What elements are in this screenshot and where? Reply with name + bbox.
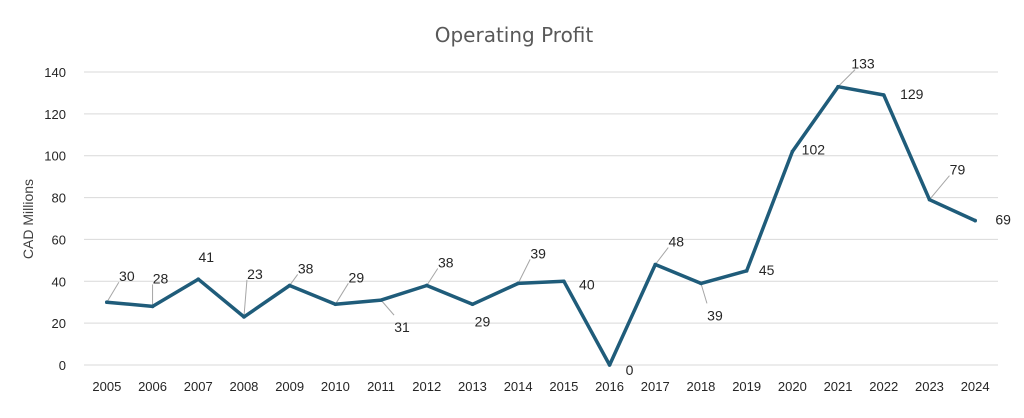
x-tick-label: 2014: [504, 379, 533, 394]
x-axis-ticks: 2005 2006 2007 2008 2009 2010 2011 2012 2013 2014…: [92, 379, 989, 394]
x-tick-label: 2015: [549, 379, 578, 394]
leader-line: [426, 268, 439, 286]
data-label: 29: [349, 269, 365, 285]
data-point: [881, 93, 886, 97]
data-point: [379, 298, 383, 302]
y-tick-label: 120: [44, 107, 66, 122]
series-layer: [105, 84, 977, 367]
x-tick-label: 2022: [869, 379, 898, 394]
data-label: 28: [153, 270, 169, 286]
data-label: 29: [475, 313, 491, 329]
data-label: 102: [802, 142, 826, 158]
chart-title: Operating Profit: [435, 23, 594, 47]
leader-line: [289, 274, 299, 286]
y-tick-label: 0: [59, 358, 66, 373]
data-point: [287, 283, 292, 288]
data-point: [150, 304, 155, 309]
leader-line: [243, 279, 248, 317]
data-point: [516, 281, 520, 286]
x-tick-label: 2024: [961, 379, 990, 394]
data-point: [653, 262, 658, 267]
data-point: [790, 149, 795, 154]
data-label: 129: [900, 86, 924, 102]
x-tick-label: 2010: [321, 379, 350, 394]
data-label: 31: [394, 319, 410, 335]
x-tick-label: 2021: [824, 379, 853, 394]
data-label: 39: [530, 245, 546, 261]
x-tick-label: 2017: [641, 379, 670, 394]
data-label: 133: [851, 56, 875, 72]
gridlines: [84, 71, 998, 366]
data-label: 40: [579, 276, 595, 292]
y-tick-label: 80: [52, 191, 66, 206]
y-axis-ticks: 0 20 40 60 80 100 120 140: [44, 65, 66, 373]
series-line: [105, 84, 977, 367]
x-tick-label: 2023: [915, 379, 944, 394]
data-point: [699, 281, 703, 286]
x-tick-label: 2008: [229, 379, 258, 394]
data-label: 0: [626, 362, 634, 378]
data-label: 39: [707, 307, 723, 323]
x-tick-label: 2007: [184, 379, 213, 394]
data-point: [927, 197, 932, 202]
data-label: 38: [438, 254, 454, 270]
y-tick-label: 140: [44, 65, 66, 80]
leader-line: [700, 283, 708, 304]
data-point: [607, 363, 612, 367]
y-axis-label: CAD Millions: [20, 179, 36, 259]
data-label: 69: [995, 212, 1011, 228]
data-point: [562, 279, 566, 284]
x-tick-label: 2020: [778, 379, 807, 394]
data-point: [470, 302, 475, 307]
data-point: [333, 302, 338, 307]
data-label: 79: [950, 162, 966, 178]
data-label: 48: [668, 234, 684, 250]
data-label: 30: [119, 268, 135, 284]
leader-line: [380, 299, 395, 316]
x-tick-label: 2011: [367, 379, 395, 394]
leader-line: [929, 175, 950, 200]
y-tick-label: 60: [52, 232, 66, 247]
y-tick-label: 40: [52, 274, 66, 289]
x-tick-label: 2016: [595, 379, 624, 394]
data-point: [744, 269, 749, 273]
data-point: [196, 277, 201, 281]
y-tick-label: 20: [52, 316, 66, 331]
x-tick-label: 2005: [92, 379, 121, 394]
data-point: [424, 283, 429, 288]
x-tick-label: 2018: [686, 379, 715, 394]
data-point: [105, 300, 109, 305]
x-tick-label: 2009: [275, 379, 304, 394]
x-tick-label: 2006: [138, 379, 167, 394]
leader-line: [106, 281, 120, 303]
leader-line: [654, 247, 669, 265]
x-tick-label: 2012: [412, 379, 441, 394]
x-tick-label: 2019: [732, 379, 761, 394]
data-label: 38: [298, 260, 314, 276]
data-point: [836, 84, 840, 89]
data-label: 45: [759, 262, 775, 278]
data-point: [242, 315, 246, 319]
label-leader-lines: [106, 69, 950, 317]
leader-line: [334, 283, 349, 305]
x-tick-label: 2013: [458, 379, 487, 394]
data-point: [973, 218, 977, 223]
data-labels: 30 28 41 23 38 29 31 38 29 39 40 0 48 39 45 102 133 129 79…: [119, 56, 1011, 378]
data-label: 23: [247, 266, 263, 282]
leader-line: [517, 259, 531, 284]
data-label: 41: [198, 249, 214, 265]
leader-line: [837, 69, 856, 88]
y-tick-label: 100: [44, 149, 66, 164]
